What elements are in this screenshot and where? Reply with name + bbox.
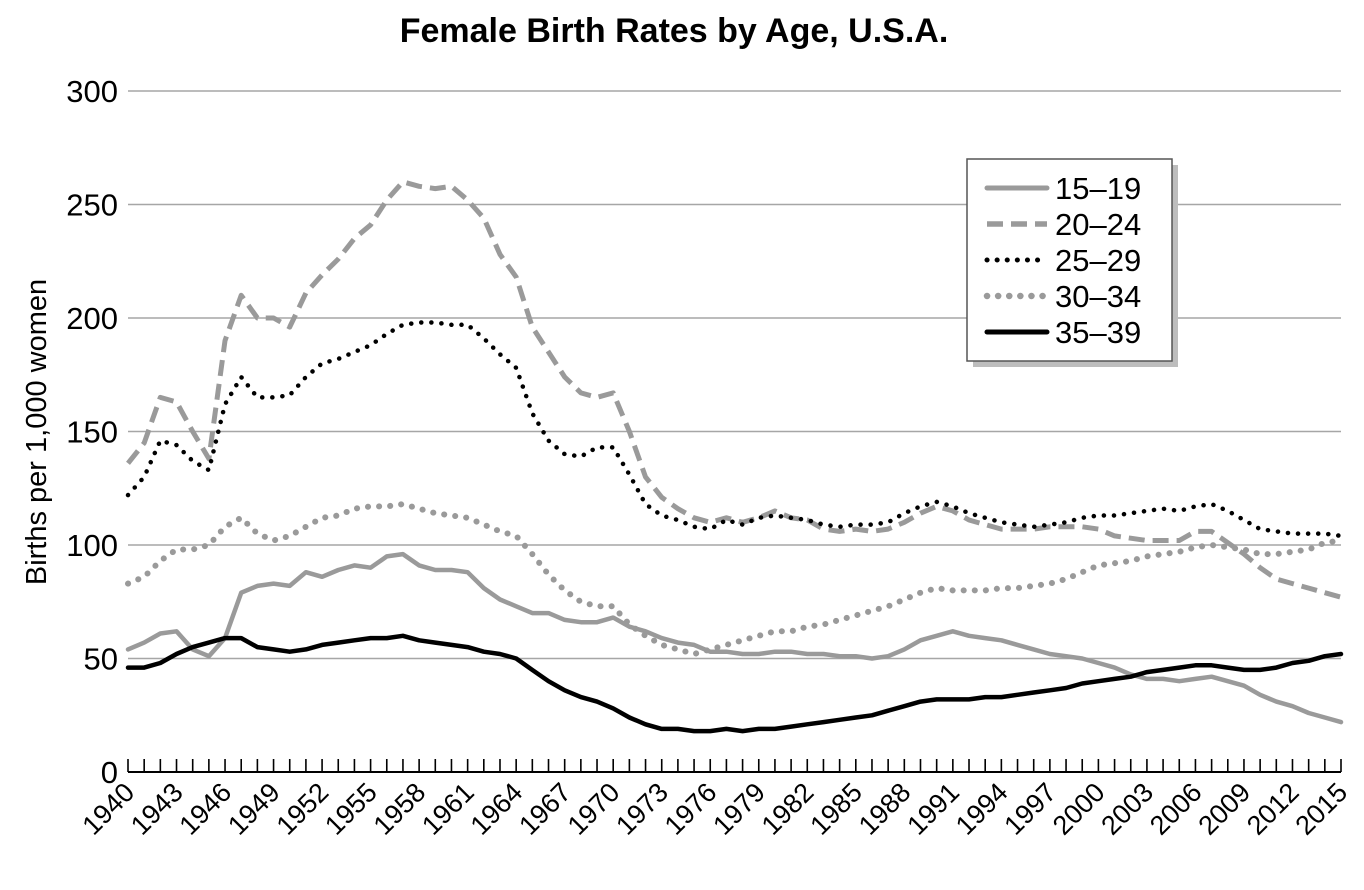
x-tick-label: 2012 <box>1241 777 1305 841</box>
x-tick-label: 1994 <box>950 777 1014 841</box>
x-tick-label: 1961 <box>416 777 480 841</box>
y-axis-label: Births per 1,000 women <box>21 279 53 585</box>
x-tick-label: 1979 <box>707 777 771 841</box>
x-tick-label: 2000 <box>1047 777 1111 841</box>
x-tick-label: 1976 <box>659 777 723 841</box>
gridlines <box>128 90 1341 660</box>
series-line-30–34 <box>125 501 1344 657</box>
series-line-15–19 <box>125 551 1344 725</box>
x-axis: 1940194319461949195219551958196119641967… <box>77 759 1354 841</box>
x-tick-label: 1964 <box>465 777 529 841</box>
y-axis-ticks: 0 50 100 150 200 250 300 <box>66 74 118 790</box>
x-tick-label: 1943 <box>125 777 189 841</box>
x-tick-label: 1946 <box>174 777 238 841</box>
x-tick-label: 1985 <box>804 777 868 841</box>
series-layer <box>125 179 1344 734</box>
x-tick-label: 1949 <box>222 777 286 841</box>
y-tick-label: 50 <box>84 642 118 677</box>
x-tick-label: 1970 <box>562 777 626 841</box>
x-tick-label: 1997 <box>998 777 1062 841</box>
legend-label: 35–39 <box>1055 315 1141 350</box>
x-tick-label: 2006 <box>1144 777 1208 841</box>
x-tick-label: 1973 <box>610 777 674 841</box>
x-tick-label: 1982 <box>756 777 820 841</box>
x-tick-label: 1991 <box>901 777 965 841</box>
x-tick-label: 2009 <box>1193 777 1257 841</box>
x-tick-label: 1958 <box>368 777 432 841</box>
y-tick-label: 300 <box>66 74 118 109</box>
x-tick-label: 2015 <box>1290 777 1354 841</box>
y-tick-label: 100 <box>66 528 118 563</box>
y-tick-label: 200 <box>66 301 118 336</box>
x-tick-label: 1940 <box>77 777 141 841</box>
y-tick-label: 150 <box>66 415 118 450</box>
series-line-20–24 <box>126 179 1342 600</box>
legend-box <box>966 158 1173 362</box>
x-tick-label: 1952 <box>271 777 335 841</box>
series-line-25–29 <box>125 320 1344 539</box>
legend-label: 30–34 <box>1055 279 1141 314</box>
legend-label: 20–24 <box>1055 207 1141 242</box>
x-tick-label: 1955 <box>319 777 383 841</box>
legend-label: 15–19 <box>1055 171 1141 206</box>
series-line-35–39 <box>125 633 1344 734</box>
chart-title: Female Birth Rates by Age, U.S.A. <box>400 12 949 50</box>
x-tick-label: 1967 <box>513 777 577 841</box>
legend-label: 25–29 <box>1055 243 1141 278</box>
x-tick-label: 2003 <box>1095 777 1159 841</box>
y-tick-label: 0 <box>101 755 118 790</box>
x-tick-label: 1988 <box>853 777 917 841</box>
y-tick-label: 250 <box>66 188 118 223</box>
